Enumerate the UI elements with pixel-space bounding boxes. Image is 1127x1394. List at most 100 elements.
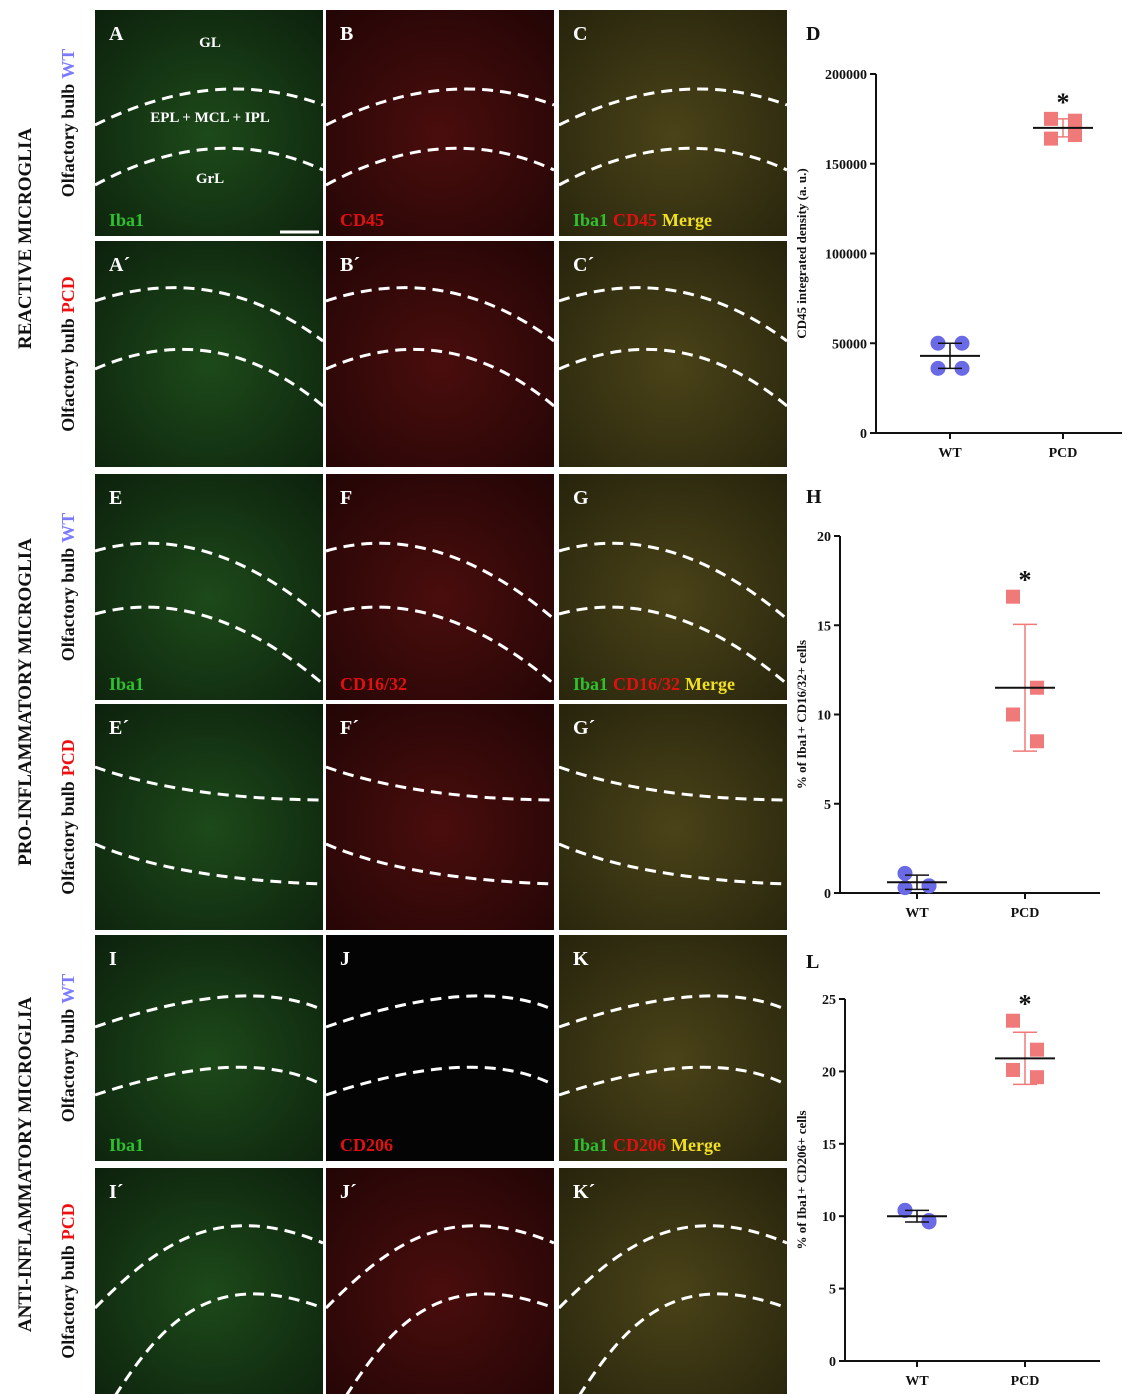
panel-letter: C <box>573 23 587 45</box>
channel-name: Iba1 <box>573 210 608 230</box>
panel-letter: G´ <box>573 717 595 739</box>
panel-letter: J´ <box>340 1181 357 1203</box>
region: Olfactory bulb <box>58 781 78 895</box>
micrograph-image <box>559 1168 787 1394</box>
micrograph-panel: B´ <box>325 241 555 467</box>
panel-letter: I <box>109 948 117 970</box>
x-tick-label: PCD <box>1011 906 1040 921</box>
panel-letter: K <box>573 948 589 970</box>
data-point <box>897 865 913 881</box>
layer-boundary <box>94 146 324 187</box>
y-tick-label: 0 <box>860 427 867 442</box>
data-point <box>1006 707 1020 722</box>
group-label: ANTI-INFLAMMATORY MICROGLIA <box>15 997 36 1332</box>
micrograph-image <box>326 10 554 236</box>
significance-marker: * <box>1019 990 1032 1019</box>
panel-letter: C´ <box>573 254 594 276</box>
layer-boundary <box>94 541 324 621</box>
region: Olfactory bulb <box>58 1009 78 1123</box>
micrograph-panel: J´ <box>324 1168 555 1394</box>
x-tick-label: PCD <box>1011 1374 1040 1389</box>
y-tick-label: 50000 <box>832 337 867 352</box>
y-tick-label: 5 <box>824 798 831 813</box>
micrograph-image <box>559 704 787 930</box>
layer-label: EPL + MCL + IPL <box>150 110 270 126</box>
panel-letter: E´ <box>109 717 129 739</box>
y-tick-label: 20 <box>822 1065 836 1080</box>
panel-letter: G <box>573 487 589 509</box>
micrograph-image <box>95 241 323 467</box>
channel-name: Iba1 <box>573 1135 608 1155</box>
region: Olfactory bulb <box>58 84 78 198</box>
micrograph-image <box>95 935 323 1161</box>
channel-name: Merge <box>685 674 735 694</box>
micrograph-image <box>326 1168 554 1394</box>
layer-boundary <box>325 765 555 802</box>
layer-boundary <box>325 842 555 886</box>
data-point <box>921 878 937 894</box>
layer-boundary <box>558 541 788 621</box>
genotype: PCD <box>58 739 78 776</box>
genotype: PCD <box>58 1203 78 1240</box>
micrograph-image <box>95 10 323 236</box>
panel-letter: A <box>109 23 124 45</box>
channel-label: Iba1 CD45 Merge <box>573 210 712 230</box>
micrograph-image <box>559 241 787 467</box>
layer-boundary <box>94 87 324 127</box>
layer-label: GrL <box>196 171 224 187</box>
layer-boundary <box>325 146 555 187</box>
channel-label: CD16/32 <box>340 674 407 694</box>
y-tick-label: 200000 <box>825 68 867 83</box>
micrograph-panel: A´ <box>94 241 324 467</box>
micrograph-panel: E´ <box>94 704 324 930</box>
layer-boundary <box>558 994 788 1029</box>
data-point <box>1030 734 1044 749</box>
panel-letter: E <box>109 487 122 509</box>
panel-letter: I´ <box>109 1181 123 1203</box>
genotype: WT <box>58 974 78 1004</box>
micrograph-panel: I Iba1 <box>94 935 324 1161</box>
significance-marker: * <box>1057 88 1070 117</box>
region: Olfactory bulb <box>58 1245 78 1359</box>
micrograph-image <box>95 474 323 700</box>
micrograph-panel: I´ <box>93 1168 324 1394</box>
layer-boundary <box>558 286 788 343</box>
data-point <box>1006 1062 1020 1077</box>
channel-name: CD206 <box>613 1135 666 1155</box>
channel-name: Iba1 <box>109 674 144 694</box>
panel-letter: A´ <box>109 254 130 276</box>
panel-letter: J <box>340 948 350 970</box>
y-tick-label: 0 <box>824 887 831 902</box>
group-label: REACTIVE MICROGLIA <box>15 128 36 349</box>
row-label: Olfactory bulb WT <box>58 974 78 1123</box>
micrograph-image <box>326 474 554 700</box>
row-label: Olfactory bulb PCD <box>58 739 78 895</box>
layer-boundary <box>94 994 324 1029</box>
micrograph-panel: K Iba1 CD206 Merge <box>558 935 788 1161</box>
layer-boundary <box>325 994 555 1029</box>
micrograph-panel: E Iba1 <box>94 474 324 700</box>
chart-title: L <box>806 951 819 973</box>
channel-name: Iba1 <box>109 210 144 230</box>
x-tick-label: WT <box>905 906 929 921</box>
channel-name: CD45 <box>613 210 657 230</box>
row-label: Olfactory bulb WT <box>58 513 78 662</box>
panel-letter: K´ <box>573 1181 595 1203</box>
y-tick-label: 15 <box>822 1138 836 1153</box>
channel-label: Iba1 <box>109 674 144 694</box>
layer-label: GL <box>199 35 221 51</box>
layer-boundary <box>325 1065 555 1097</box>
data-point <box>1030 1070 1044 1085</box>
y-tick-label: 15 <box>817 619 831 634</box>
y-axis-title: % of Iba1+ CD16/32+ cells <box>794 640 809 789</box>
genotype: WT <box>58 49 78 79</box>
channel-name: Iba1 <box>573 674 608 694</box>
channel-name: Iba1 <box>109 1135 144 1155</box>
channel-label: CD206 <box>340 1135 393 1155</box>
micrograph-panel: F CD16/32 <box>325 474 555 700</box>
y-tick-label: 0 <box>829 1355 836 1370</box>
micrograph-image <box>326 241 554 467</box>
layer-boundary <box>94 765 324 802</box>
